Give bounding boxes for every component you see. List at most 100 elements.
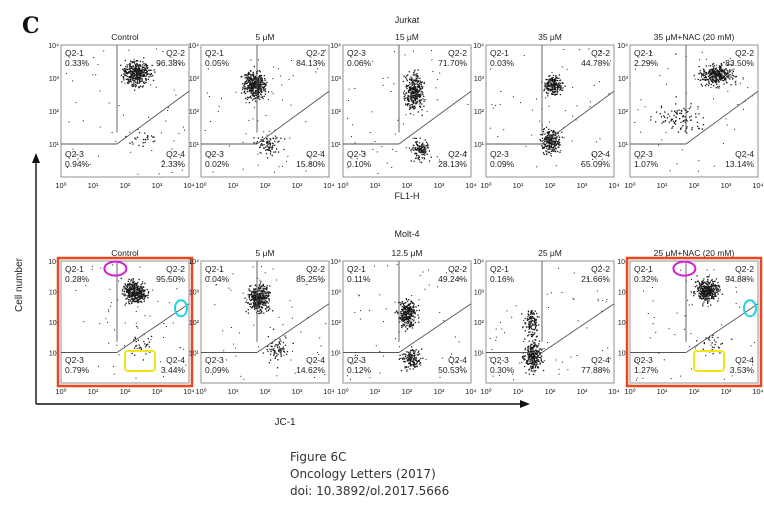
- data-point: [415, 78, 418, 80]
- data-point: [537, 359, 539, 361]
- data-point: [259, 283, 261, 285]
- data-point: [134, 70, 136, 72]
- data-point: [717, 290, 719, 292]
- data-point: [264, 84, 266, 86]
- data-point: [406, 103, 409, 106]
- data-point: [735, 302, 737, 304]
- y-tick-label: 10²: [331, 320, 342, 327]
- data-point: [640, 157, 642, 159]
- data-point: [680, 128, 682, 130]
- data-point: [718, 66, 720, 69]
- data-point: [264, 286, 266, 288]
- data-point: [699, 290, 702, 292]
- data-point: [265, 292, 268, 294]
- data-point: [141, 297, 144, 300]
- data-point: [600, 264, 602, 266]
- data-point: [699, 297, 701, 299]
- data-point: [283, 350, 285, 352]
- quadrant-name: Q2-2: [306, 48, 325, 58]
- panel-title: 35 μM+NAC (20 mM): [654, 32, 735, 42]
- data-point: [265, 84, 267, 86]
- data-point: [409, 351, 411, 353]
- data-point: [717, 293, 719, 295]
- facs-panel: 5 μMQ2-10.04%Q2-285.25%Q2-30.09%Q2-414.6…: [188, 248, 335, 396]
- data-point: [537, 366, 539, 368]
- data-point: [704, 78, 707, 81]
- data-point: [538, 356, 541, 358]
- data-point: [553, 93, 555, 95]
- data-point: [675, 111, 677, 113]
- data-point: [415, 306, 417, 308]
- data-point: [451, 353, 452, 355]
- data-point: [111, 302, 113, 304]
- data-point: [133, 69, 136, 71]
- data-point: [269, 326, 271, 328]
- data-point: [252, 118, 254, 120]
- data-point: [108, 102, 110, 104]
- data-point: [417, 148, 419, 150]
- data-point: [716, 73, 718, 75]
- data-point: [419, 95, 422, 97]
- y-tick-label: 10²: [49, 320, 60, 327]
- data-point: [264, 272, 266, 274]
- data-point: [714, 68, 717, 70]
- data-point: [721, 342, 723, 345]
- data-point: [537, 360, 539, 362]
- quadrant-name: Q2-3: [347, 48, 366, 58]
- data-point: [706, 290, 708, 292]
- data-point: [410, 350, 412, 352]
- data-point: [715, 67, 718, 69]
- data-point: [128, 71, 130, 73]
- data-point: [552, 148, 554, 150]
- data-point: [707, 72, 710, 74]
- data-point: [703, 77, 705, 79]
- data-point: [395, 338, 396, 340]
- data-point: [146, 75, 148, 77]
- data-point: [128, 82, 130, 84]
- data-point: [500, 91, 502, 92]
- data-point: [351, 124, 353, 126]
- data-point: [136, 289, 138, 291]
- data-point: [425, 148, 427, 150]
- data-point: [531, 361, 533, 363]
- data-point: [136, 77, 138, 80]
- data-point: [730, 371, 732, 373]
- data-point: [244, 88, 246, 90]
- data-point: [108, 342, 110, 344]
- data-point: [128, 293, 130, 295]
- data-point: [731, 64, 733, 66]
- data-point: [555, 84, 557, 86]
- data-point: [554, 145, 557, 147]
- data-point: [533, 350, 535, 352]
- data-point: [560, 86, 562, 88]
- data-point: [146, 65, 149, 67]
- data-point: [279, 351, 281, 353]
- data-point: [145, 72, 147, 74]
- data-point: [247, 86, 249, 88]
- data-point: [709, 287, 711, 289]
- data-point: [85, 60, 87, 62]
- panel-title: 25 μM: [538, 248, 562, 258]
- data-point: [528, 325, 530, 327]
- data-point: [701, 74, 703, 76]
- data-point: [640, 99, 642, 101]
- data-point: [148, 76, 150, 78]
- data-point: [416, 102, 418, 104]
- data-point: [274, 129, 276, 131]
- data-point: [436, 99, 438, 101]
- data-point: [530, 349, 532, 351]
- data-point: [523, 359, 525, 361]
- data-point: [428, 269, 429, 271]
- data-point: [701, 283, 703, 285]
- data-point: [411, 88, 413, 90]
- data-point: [707, 284, 709, 286]
- data-point: [129, 64, 131, 67]
- data-point: [131, 76, 133, 78]
- data-point: [553, 85, 556, 87]
- data-point: [703, 292, 705, 294]
- data-point: [274, 356, 277, 358]
- data-point: [415, 360, 417, 362]
- data-point: [255, 288, 257, 290]
- data-point: [143, 68, 145, 71]
- data-point: [718, 76, 720, 78]
